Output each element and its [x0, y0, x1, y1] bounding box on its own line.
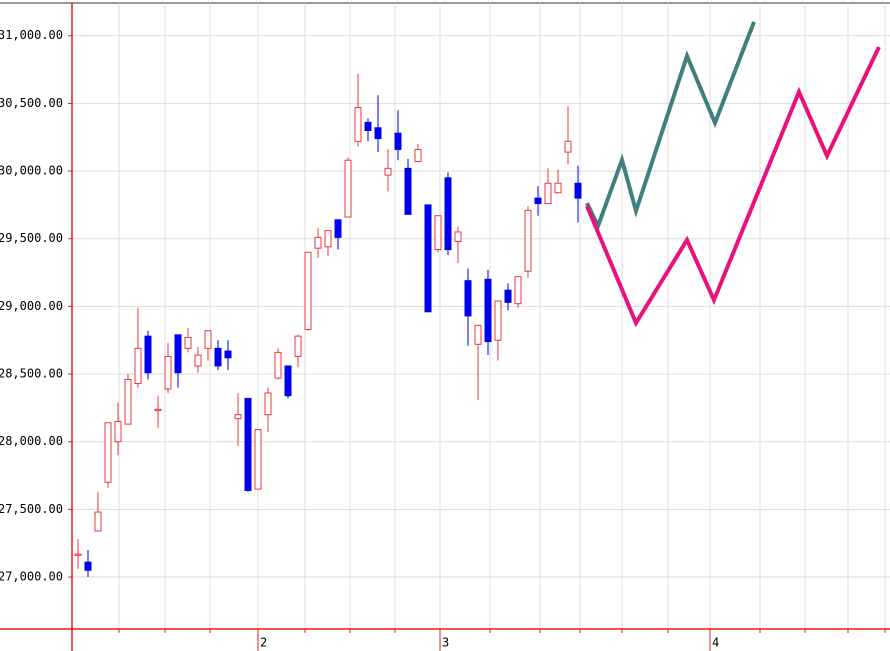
candle-body — [374, 127, 382, 140]
candle-body — [524, 209, 532, 272]
candle-body — [134, 347, 142, 385]
y-tick-label: 29,500.00 — [0, 231, 63, 245]
candle-body — [144, 335, 152, 374]
candle-body — [104, 422, 112, 483]
labels-layer: 27,000.00 27,500.00 28,000.00 28,500.00 29,0… — [0, 28, 719, 649]
candle-body — [274, 351, 282, 379]
y-tick-label: 28,500.00 — [0, 367, 63, 381]
candle-body — [114, 420, 122, 443]
candle-body — [124, 378, 132, 425]
candle-body — [484, 278, 492, 343]
marks-layer — [74, 21, 881, 578]
candle-body — [354, 106, 362, 142]
candle-body — [344, 159, 352, 218]
candle-body — [574, 182, 582, 199]
candle-body — [194, 354, 202, 367]
y-tick-label: 30,000.00 — [0, 164, 63, 178]
candle-body — [544, 182, 552, 205]
candle-body — [414, 148, 422, 163]
candle-body — [514, 276, 522, 305]
y-tick-label: 27,500.00 — [0, 502, 63, 516]
candle-body — [324, 230, 332, 248]
candle-body — [204, 330, 212, 349]
candle-body — [474, 324, 482, 345]
candle-body — [364, 121, 372, 131]
y-tick-label: 27,000.00 — [0, 570, 63, 584]
candle-body — [434, 215, 442, 251]
candle-body — [234, 414, 242, 420]
candle-body — [404, 167, 412, 215]
candle-body — [154, 408, 162, 412]
candle-body — [424, 204, 432, 313]
candle-body — [334, 219, 342, 238]
candle-body — [254, 429, 262, 490]
candle-body — [164, 355, 172, 390]
candle-body — [184, 337, 192, 349]
candle-body — [454, 231, 462, 242]
candle-body — [174, 334, 182, 374]
x-tick-label: 4 — [712, 636, 719, 650]
candle-body — [264, 392, 272, 416]
candle-body — [94, 511, 102, 532]
candle-body — [314, 236, 322, 249]
candle-body — [294, 335, 302, 357]
candle-body — [244, 397, 252, 491]
candle-body — [394, 132, 402, 150]
candle-body — [504, 289, 512, 303]
y-tick-label: 31,000.00 — [0, 28, 63, 42]
candle-body — [84, 561, 92, 571]
y-tick-label: 30,500.00 — [0, 96, 63, 110]
x-tick-label: 3 — [442, 636, 449, 650]
candle-body — [564, 140, 572, 153]
projection-line — [585, 21, 756, 232]
candle-body — [464, 280, 472, 317]
candle-body — [554, 182, 562, 194]
candle-body — [494, 300, 502, 341]
candle-body — [384, 167, 392, 176]
y-tick-label: 29,000.00 — [0, 299, 63, 313]
candle-body — [214, 347, 222, 367]
axes-layer — [0, 3, 890, 651]
projection-line — [585, 46, 881, 328]
candle-body — [304, 251, 312, 330]
candle-body — [444, 177, 452, 251]
y-tick-label: 28,000.00 — [0, 434, 63, 448]
x-tick-label: 2 — [260, 636, 267, 650]
candle-body — [534, 197, 542, 205]
candle-body — [74, 553, 82, 556]
candle-body — [224, 350, 232, 359]
candle-body — [284, 365, 292, 397]
